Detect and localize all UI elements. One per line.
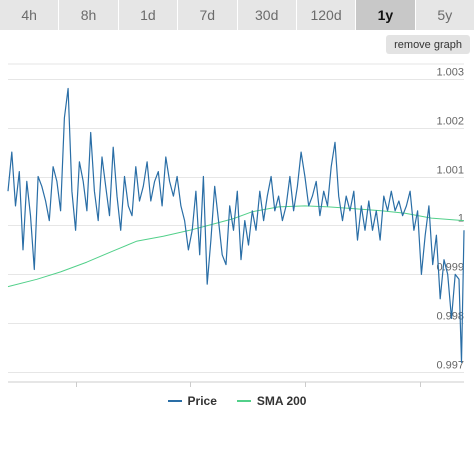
price-series-line	[7, 87, 465, 363]
legend-swatch-sma	[236, 400, 251, 402]
time-range-tabs: 4h 8h 1d 7d 30d 120d 1y 5y	[0, 0, 474, 30]
y-tick-label: 1.002	[436, 116, 464, 128]
y-tick-label: 1.001	[436, 165, 464, 177]
tab-1y[interactable]: 1y	[356, 0, 416, 30]
tab-120d[interactable]: 120d	[296, 0, 357, 30]
y-tick-label: 0.997	[436, 360, 464, 372]
tab-5y[interactable]: 5y	[415, 0, 474, 30]
y-tick-label: 0.999	[436, 262, 464, 274]
series-layer	[7, 87, 465, 363]
legend-item-sma[interactable]: SMA 200	[236, 394, 307, 408]
tab-8h[interactable]: 8h	[59, 0, 119, 30]
legend-item-price[interactable]: Price	[167, 394, 217, 408]
legend: Price SMA 200	[0, 390, 474, 412]
y-tick-label: 1	[458, 213, 464, 225]
tab-1d[interactable]: 1d	[118, 0, 179, 30]
tab-7d[interactable]: 7d	[178, 0, 238, 30]
remove-graph-button[interactable]: remove graph	[386, 35, 470, 54]
y-tick-label: 1.003	[436, 67, 464, 79]
legend-label-price: Price	[187, 394, 217, 408]
legend-label-sma: SMA 200	[256, 394, 307, 408]
tab-30d[interactable]: 30d	[237, 0, 297, 30]
y-tick-label: 0.998	[436, 311, 464, 323]
tab-4h[interactable]: 4h	[0, 0, 60, 30]
legend-swatch-price	[167, 400, 182, 402]
sma-200-series-line	[7, 205, 465, 288]
grid-lines	[8, 63, 464, 387]
